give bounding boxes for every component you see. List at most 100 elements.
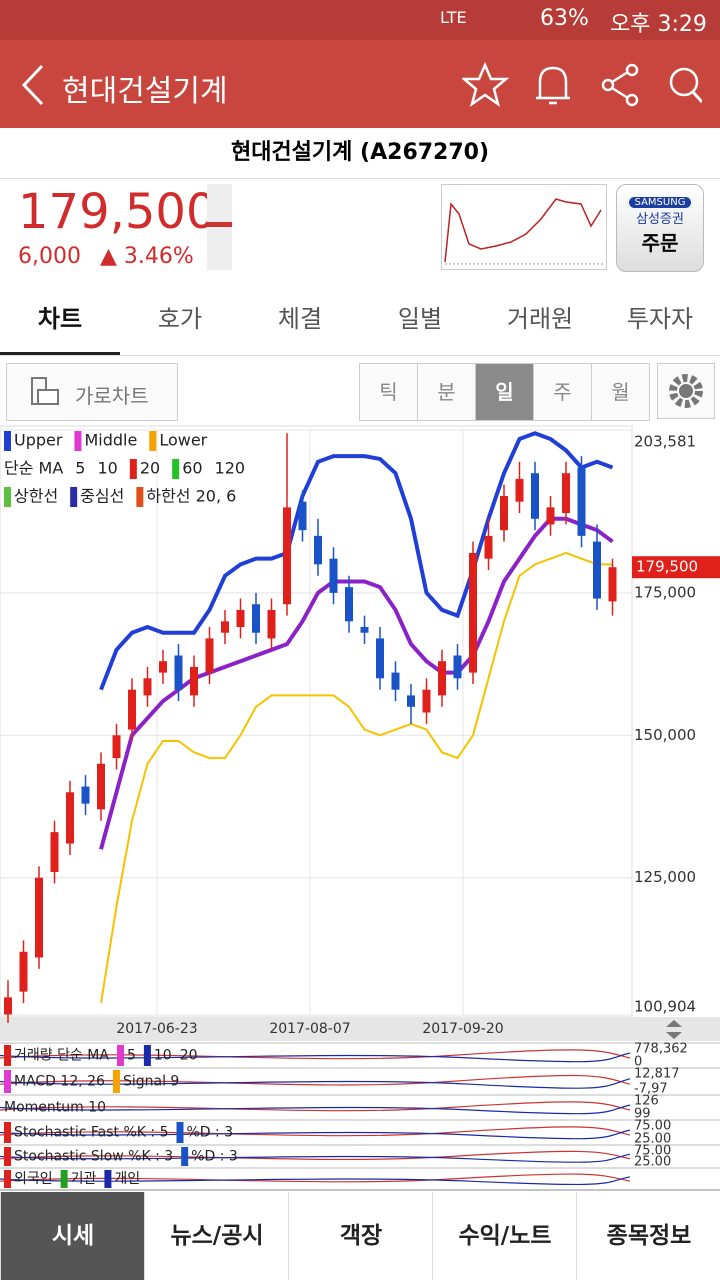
- tab[interactable]: 호가: [157, 305, 203, 333]
- legend-swatch: [172, 459, 180, 479]
- x-tick-label: 2017-08-07: [269, 1021, 350, 1037]
- tab[interactable]: 일별: [397, 305, 443, 333]
- candle-body: [81, 786, 90, 804]
- candle-body: [577, 467, 586, 536]
- legend-swatch: [4, 1045, 11, 1066]
- candle-body: [50, 832, 59, 873]
- candle-body: [221, 621, 229, 633]
- order-button[interactable]: SAMSUNG 삼성증권 주문: [616, 184, 704, 272]
- candle-body: [252, 604, 260, 633]
- indicator-axis-label: -7,97: [634, 1082, 668, 1097]
- candle-body: [453, 655, 462, 679]
- nav-item[interactable]: 뉴스/공시: [144, 1192, 289, 1280]
- legend-swatch: [116, 1045, 124, 1066]
- network: LTE: [440, 8, 467, 27]
- legend-label: Middle: [84, 431, 137, 450]
- candle-body: [97, 763, 105, 810]
- candle-body: [298, 501, 307, 531]
- candle-body: [19, 951, 28, 992]
- firm: 삼성증권: [636, 212, 684, 227]
- nav-item[interactable]: 종목정보: [576, 1192, 720, 1280]
- date-bar: [0, 1017, 720, 1041]
- legend-swatch: [74, 431, 82, 451]
- tab[interactable]: 체결: [277, 305, 323, 333]
- nav-item[interactable]: 시세: [0, 1192, 145, 1280]
- legend-swatch: [4, 431, 11, 451]
- indicator-axis-label: 75.00: [634, 1144, 671, 1159]
- indicator-line: [0, 1126, 631, 1137]
- indicator-line: [0, 1104, 631, 1115]
- mini-chart[interactable]: [441, 184, 607, 270]
- change-pct: ▲ 3.46%: [100, 244, 194, 269]
- nav-item[interactable]: 객장: [288, 1192, 433, 1280]
- legend-label: 10: [97, 459, 117, 478]
- indicator-label: MACD 12, 26: [14, 1074, 105, 1090]
- tab[interactable]: 거래원: [506, 305, 574, 333]
- candle-body: [205, 638, 214, 673]
- candle-body: [112, 735, 121, 759]
- indicator-label: 외국인: [14, 1171, 53, 1187]
- legend-swatch: [181, 1147, 189, 1166]
- legend-swatch: [143, 1045, 151, 1066]
- indicator-label: Signal 9: [123, 1074, 179, 1090]
- indicator-axis-label: 12,817: [634, 1067, 680, 1082]
- landscape-button[interactable]: 가로차트: [6, 363, 178, 421]
- indicator-label: 개인: [114, 1171, 140, 1187]
- x-tick-label: 2017-06-23: [116, 1021, 197, 1037]
- indicator-label: Momentum 10: [4, 1100, 106, 1116]
- price-gauge: [207, 184, 232, 270]
- candle-body: [66, 792, 74, 844]
- indicator-line: [0, 1129, 631, 1140]
- candle-body: [267, 609, 276, 639]
- period-button[interactable]: 월: [591, 363, 650, 421]
- period-button[interactable]: 주: [533, 363, 592, 421]
- app-header: 현대건설기계: [0, 40, 720, 128]
- indicator-line: [0, 1101, 631, 1112]
- back-button[interactable]: [18, 64, 48, 106]
- tab[interactable]: 투자자: [626, 305, 694, 333]
- legend-swatch: [176, 1122, 184, 1143]
- indicator-label: %D : 3: [191, 1149, 238, 1165]
- landscape-label: 가로차트: [75, 384, 149, 408]
- candle-body: [345, 587, 353, 622]
- legend-swatch: [4, 1070, 11, 1093]
- stock-name: 현대건설기계 (A267270): [0, 128, 720, 179]
- candle-body: [422, 689, 431, 713]
- indicator-axis-label: 778,362: [634, 1042, 688, 1057]
- candle-body: [608, 567, 617, 602]
- legend-swatch: [104, 1170, 112, 1188]
- legend-swatch: [4, 1147, 11, 1166]
- legend-label: 상한선: [14, 487, 58, 506]
- candle-body: [143, 678, 152, 696]
- status-bar: LTE 63% 오후 3:29: [0, 0, 720, 40]
- period-button[interactable]: 틱: [359, 363, 418, 421]
- legend-label: 120: [215, 459, 246, 478]
- indicator-line: [0, 1173, 631, 1183]
- legend-label: Upper: [14, 431, 63, 450]
- settings-button[interactable]: [657, 363, 715, 419]
- candle-body: [283, 507, 291, 605]
- chart: 203,581 175,000 150,000 125,000 100,904 2017-…: [0, 425, 720, 1191]
- brand: SAMSUNG: [629, 197, 691, 208]
- legend-swatch: [60, 1170, 68, 1188]
- y-tick-label: 175,000: [634, 583, 696, 601]
- legend-label: 5: [75, 459, 85, 478]
- tab[interactable]: 차트: [0, 283, 120, 355]
- header-icons[interactable]: [462, 62, 702, 108]
- candle-body: [35, 877, 43, 958]
- indicator-line: [0, 1078, 631, 1089]
- indicator-label: %D : 3: [187, 1125, 234, 1141]
- candle-body: [174, 655, 183, 690]
- battery: 63%: [540, 6, 589, 31]
- y-tick-label: 125,000: [634, 868, 696, 886]
- legend-swatch: [112, 1070, 120, 1093]
- nav-item[interactable]: 수익/노트: [432, 1192, 577, 1280]
- period-button[interactable]: 일: [475, 363, 534, 421]
- clock: 오후 3:29: [610, 12, 707, 37]
- candle-body: [593, 541, 601, 599]
- indicator-label: 기관: [71, 1171, 97, 1187]
- legend-label: Lower: [159, 431, 207, 450]
- indicator-axis-label: 25.00: [634, 1155, 671, 1170]
- indicator-label: 5: [127, 1048, 136, 1064]
- indicator-label: 10: [154, 1048, 172, 1064]
